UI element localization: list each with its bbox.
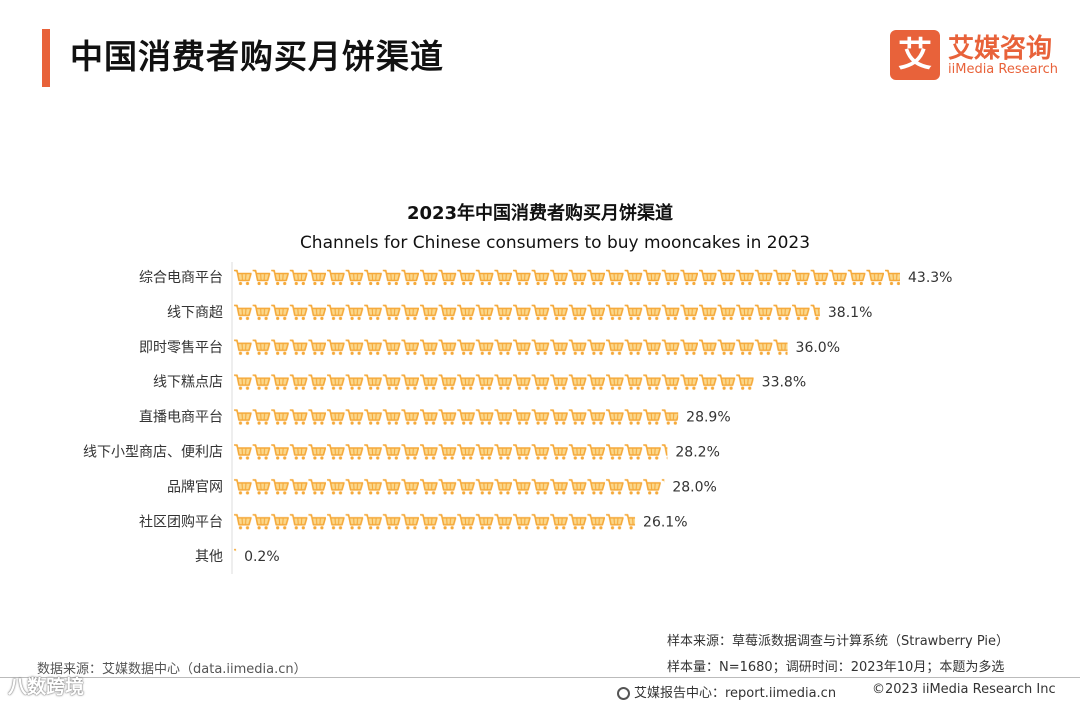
report-center-text: 艾媒报告中心：report.iimedia.cn [634,686,837,701]
bar-0 [233,267,900,288]
sample-info: 样本量：N=1680；调研时间：2023年10月；本题为多选 [667,660,1005,675]
chart-subtitle: Channels for Chinese consumers to buy mo… [299,233,811,253]
category-label-6: 品牌官网 [167,478,223,495]
value-label-8: 0.2% [244,549,280,565]
value-label-3: 33.8% [762,375,806,391]
chart-title: 2023年中国消费者购买月饼渠道 [406,203,674,224]
data-source: 数据来源：艾媒数据中心（data.iimedia.cn） [37,662,307,677]
bar-8 [233,546,237,567]
bar-5 [233,442,668,462]
watermark: 八数跨境 [8,676,85,698]
value-label-5: 28.2% [675,445,719,461]
copyright: ©2023 iiMedia Research Inc [872,682,1056,697]
bar-6 [233,476,665,497]
page-title: 中国消费者购买月饼渠道 [70,37,444,76]
iimedia-logo: 艾 艾媒咨询 iiMedia Research [890,30,1065,82]
title-accent-bar [42,29,50,87]
footer-divider [0,677,1080,678]
value-label-0: 43.3% [908,270,952,286]
category-label-5: 线下小型商店、便利店 [83,445,223,461]
category-label-1: 线下商超 [167,305,223,321]
bar-4 [233,407,679,428]
category-label-3: 线下糕点店 [153,375,223,391]
value-label-7: 26.1% [643,514,687,530]
category-label-8: 其他 [195,549,223,565]
value-label-6: 28.0% [672,479,716,495]
sample-source: 样本来源：草莓派数据调查与计算系统（Strawberry Pie） [667,634,1009,649]
category-label-2: 即时零售平台 [139,340,223,356]
bar-3 [233,372,754,393]
logo-mark: 艾 [890,30,940,80]
logo-en-text: iiMedia Research [948,62,1059,77]
value-label-2: 36.0% [796,340,840,356]
value-label-1: 38.1% [828,305,872,321]
category-label-4: 直播电商平台 [139,409,223,426]
bar-7 [233,511,636,532]
globe-icon [617,687,630,700]
bar-1 [233,302,820,323]
bar-2 [233,337,788,358]
value-label-4: 28.9% [686,410,730,426]
report-center: 艾媒报告中心：report.iimedia.cn [617,682,836,701]
logo-cn-text: 艾媒咨询 [948,34,1053,64]
category-label-7: 社区团购平台 [139,514,223,530]
category-label-0: 综合电商平台 [139,270,223,286]
